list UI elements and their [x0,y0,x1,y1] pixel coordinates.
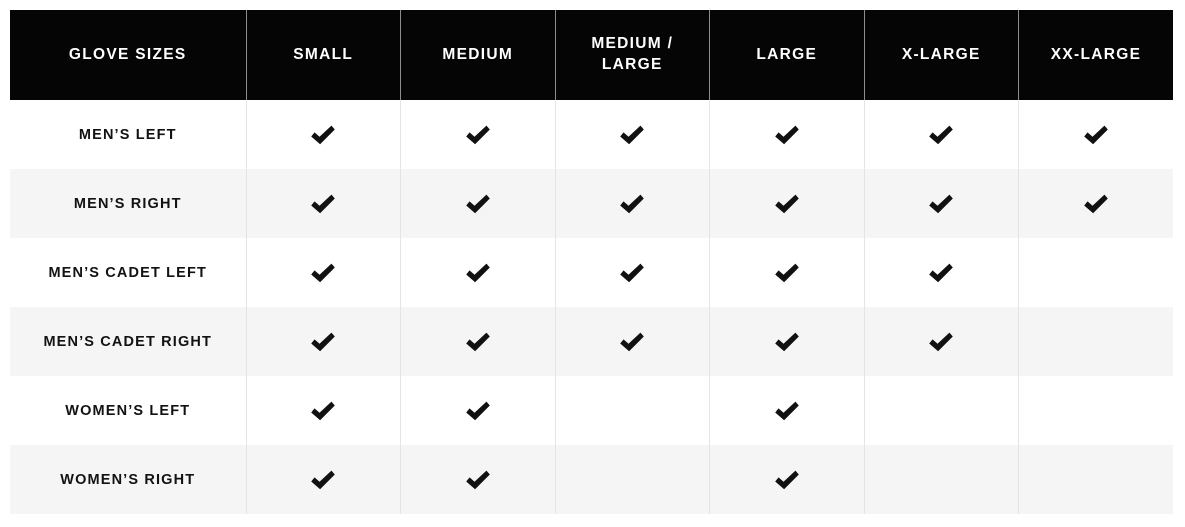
cell-medium [400,100,556,169]
glove-sizes-table: GLOVE SIZES SMALL MEDIUM MEDIUM / LARGE … [10,10,1173,514]
cell-empty [1019,410,1173,411]
cell-x-large [864,169,1019,238]
cell-medium-large [555,307,710,376]
cell-medium [400,445,556,514]
cell-large [709,307,865,376]
checkmark-icon [463,189,493,219]
checkmark-icon [1081,120,1111,150]
cell-small [246,100,401,169]
cell-xx-large [1018,445,1173,514]
checkmark-icon [617,327,647,357]
cell-empty [1019,272,1173,273]
table-row: MEN’S LEFT [10,100,1173,169]
cell-small [246,307,401,376]
checkmark-icon [617,120,647,150]
cell-large [709,100,865,169]
checkmark-icon [772,327,802,357]
checkmark-icon [926,189,956,219]
checkmark-icon [1081,189,1111,219]
cell-medium-large [555,445,710,514]
cell-medium [400,376,556,445]
cell-large [709,445,865,514]
row-label: WOMEN’S RIGHT [10,445,247,514]
checkmark-icon [308,465,338,495]
table-row: MEN’S CADET LEFT [10,238,1173,307]
checkmark-icon [617,258,647,288]
row-label: MEN’S CADET RIGHT [10,307,247,376]
cell-medium [400,307,556,376]
table-row: WOMEN’S LEFT [10,376,1173,445]
checkmark-icon [463,465,493,495]
checkmark-icon [463,327,493,357]
row-label: MEN’S LEFT [10,100,247,169]
cell-x-large [864,238,1019,307]
cell-x-large [864,100,1019,169]
cell-medium-large [555,100,710,169]
cell-x-large [864,307,1019,376]
cell-medium-large [555,169,710,238]
cell-xx-large [1018,238,1173,307]
cell-medium [400,238,556,307]
row-label: WOMEN’S LEFT [10,376,247,445]
checkmark-icon [772,189,802,219]
table-row: WOMEN’S RIGHT [10,445,1173,514]
checkmark-icon [772,120,802,150]
cell-medium-large [555,238,710,307]
checkmark-icon [308,396,338,426]
checkmark-icon [308,120,338,150]
size-chart-container: GLOVE SIZES SMALL MEDIUM MEDIUM / LARGE … [10,10,1173,514]
checkmark-icon [463,396,493,426]
table-row: MEN’S RIGHT [10,169,1173,238]
cell-small [246,445,401,514]
table-body: MEN’S LEFT MEN’S RIGHT MEN’S CADET LEFT MEN… [10,100,1173,514]
column-header-xx-large: XX-LARGE [1018,10,1173,100]
checkmark-icon [926,258,956,288]
cell-large [709,376,865,445]
column-header-small: SMALL [246,10,401,100]
cell-small [246,169,401,238]
checkmark-icon [772,258,802,288]
checkmark-icon [463,258,493,288]
cell-xx-large [1018,376,1173,445]
column-header-glove-sizes: GLOVE SIZES [10,10,247,100]
cell-small [246,376,401,445]
checkmark-icon [926,327,956,357]
checkmark-icon [926,120,956,150]
column-header-medium: MEDIUM [400,10,556,100]
cell-small [246,238,401,307]
checkmark-icon [463,120,493,150]
checkmark-icon [308,258,338,288]
checkmark-icon [308,189,338,219]
cell-x-large [864,376,1019,445]
checkmark-icon [308,327,338,357]
column-header-large: LARGE [709,10,865,100]
cell-empty [865,410,1019,411]
checkmark-icon [617,189,647,219]
row-label: MEN’S CADET LEFT [10,238,247,307]
table-header: GLOVE SIZES SMALL MEDIUM MEDIUM / LARGE … [10,10,1173,100]
cell-xx-large [1018,169,1173,238]
cell-x-large [864,445,1019,514]
checkmark-icon [772,396,802,426]
cell-large [709,238,865,307]
row-label: MEN’S RIGHT [10,169,247,238]
cell-empty [556,479,710,480]
cell-xx-large [1018,307,1173,376]
cell-empty [1019,341,1173,342]
cell-empty [1019,479,1173,480]
cell-medium-large [555,376,710,445]
cell-xx-large [1018,100,1173,169]
header-row: GLOVE SIZES SMALL MEDIUM MEDIUM / LARGE … [10,10,1173,100]
column-header-medium-large: MEDIUM / LARGE [555,10,710,100]
column-header-x-large: X-LARGE [864,10,1019,100]
cell-medium [400,169,556,238]
table-row: MEN’S CADET RIGHT [10,307,1173,376]
cell-empty [556,410,710,411]
cell-large [709,169,865,238]
cell-empty [865,479,1019,480]
checkmark-icon [772,465,802,495]
